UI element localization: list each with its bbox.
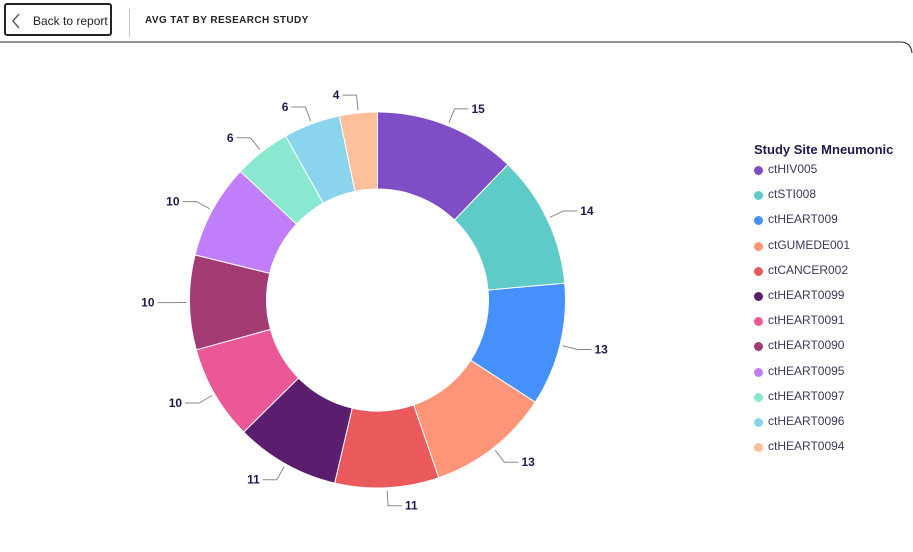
leader-line-ctCANCER002	[386, 490, 403, 507]
legend-label: ctHEART0091	[768, 313, 845, 328]
data-label-ctHEART0097: 6	[227, 131, 234, 145]
legend-item-ctHEART0090[interactable]: ctHEART0090	[754, 338, 893, 363]
visual-border	[0, 41, 913, 54]
legend-marker	[754, 367, 763, 377]
toolbar-divider	[129, 9, 130, 37]
data-label-ctHEART009: 13	[594, 342, 608, 356]
data-label-ctHEART0099: 11	[247, 473, 260, 487]
legend-label: ctCANCER002	[768, 262, 849, 277]
data-label-ctHIV005: 15	[472, 102, 486, 116]
legend-title: Study Site Mneumonic	[754, 142, 894, 157]
legend-item-ctHIV005[interactable]: ctHIV005	[754, 162, 893, 187]
legend-label: ctHEART0099	[768, 287, 845, 302]
leader-line-ctHEART009	[562, 345, 592, 350]
legend-label: ctHEART0090	[768, 338, 845, 353]
legend-item-ctHEART0091[interactable]: ctHEART0091	[754, 313, 893, 338]
legend-label: ctHEART0095	[768, 363, 845, 378]
legend-marker	[754, 443, 763, 453]
data-label-ctHEART0091: 10	[169, 396, 183, 410]
page-title: AVG TAT BY RESEARCH STUDY	[145, 15, 309, 26]
legend-item-ctHEART009[interactable]: ctHEART009	[754, 212, 893, 237]
legend-item-ctHEART0097[interactable]: ctHEART0097	[754, 389, 893, 414]
legend-label: ctHEART0094	[768, 439, 845, 454]
leader-line-ctGUMEDE001	[494, 450, 519, 463]
legend-marker	[754, 191, 763, 201]
leader-line-ctHEART0091	[185, 395, 213, 404]
legend-item-ctCANCER002[interactable]: ctCANCER002	[754, 263, 893, 288]
leader-line-ctHEART0096	[291, 106, 312, 122]
chevron-left-icon	[12, 13, 20, 29]
back-button-label: Back to report	[33, 14, 108, 28]
back-to-report-button[interactable]: Back to report	[4, 3, 112, 36]
legend-marker	[754, 417, 763, 427]
legend-label: ctHEART0097	[768, 388, 845, 403]
data-label-ctCANCER002: 11	[405, 499, 418, 513]
top-bar: Back to report AVG TAT BY RESEARCH STUDY	[0, 0, 913, 42]
legend-item-ctHEART0094[interactable]: ctHEART0094	[754, 439, 893, 464]
legend-marker	[754, 241, 763, 251]
legend-label: ctGUMEDE001	[768, 237, 851, 252]
leader-line-ctHEART0095	[182, 201, 210, 210]
data-label-ctSTI008: 14	[580, 204, 594, 218]
legend-marker	[754, 317, 763, 327]
leader-line-ctHEART0094	[342, 94, 359, 111]
data-label-ctHEART0095: 10	[166, 195, 180, 209]
leader-line-ctSTI008	[549, 210, 578, 218]
leader-line-ctHEART0097	[236, 137, 261, 150]
legend-label: ctSTI008	[768, 187, 817, 202]
legend-item-ctHEART0099[interactable]: ctHEART0099	[754, 288, 893, 313]
legend-marker	[754, 216, 763, 226]
legend-marker	[754, 392, 763, 402]
chart-legend: Study Site Mneumonic ctHIV005 ctSTI008 ctH…	[754, 142, 893, 464]
data-label-ctHEART0090: 10	[141, 296, 155, 310]
data-label-ctHEART0094: 4	[333, 88, 340, 102]
legend-item-ctSTI008[interactable]: ctSTI008	[754, 187, 893, 212]
legend-item-ctHEART0095[interactable]: ctHEART0095	[754, 364, 893, 389]
legend-marker	[754, 342, 763, 352]
legend-item-ctHEART0096[interactable]: ctHEART0096	[754, 414, 893, 439]
data-label-ctGUMEDE001: 13	[521, 455, 535, 469]
legend-marker	[754, 166, 763, 175]
legend-label: ctHEART009	[768, 212, 838, 227]
legend-marker	[754, 291, 763, 301]
legend-label: ctHEART0096	[768, 413, 845, 428]
legend-label: ctHIV005	[768, 162, 818, 176]
donut-slice-ctHEART0094[interactable]	[338, 111, 378, 192]
legend-marker	[754, 266, 763, 276]
leader-line-ctHIV005	[448, 108, 469, 124]
leader-line-ctHEART0099	[262, 466, 285, 481]
data-label-ctHEART0096: 6	[282, 100, 289, 114]
legend-item-ctGUMEDE001[interactable]: ctGUMEDE001	[754, 238, 893, 263]
